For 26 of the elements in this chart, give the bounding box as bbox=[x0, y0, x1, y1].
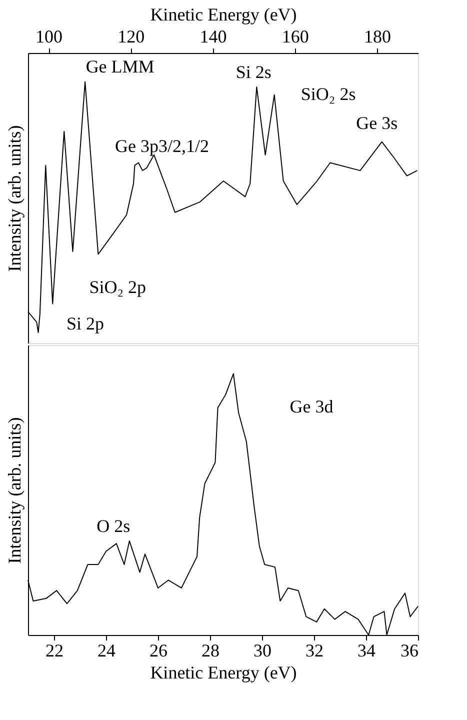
x-tick-label: 22 bbox=[46, 640, 64, 660]
annotation: SiO₂ 2p bbox=[89, 276, 146, 297]
annotation: Ge LMM bbox=[86, 56, 154, 77]
x-tick-label: 180 bbox=[364, 26, 391, 46]
y-axis-title: Intensity (arb. units) bbox=[4, 125, 24, 272]
y-axis-title: Intensity (arb. units) bbox=[4, 417, 24, 564]
x-tick-label: 34 bbox=[358, 640, 376, 660]
annotation: O 2s bbox=[96, 516, 130, 536]
annotation: Ge 3d bbox=[290, 396, 334, 417]
x-tick-label: 140 bbox=[200, 26, 227, 46]
x-axis-title: Kinetic Energy (eV) bbox=[150, 662, 297, 682]
x-tick-label: 32 bbox=[306, 640, 324, 660]
x-tick-label: 36 bbox=[400, 640, 418, 660]
x-tick-label: 120 bbox=[118, 26, 145, 46]
x-tick-label: 28 bbox=[202, 640, 220, 660]
x-tick-label: 26 bbox=[150, 640, 168, 660]
x-tick-label: 100 bbox=[36, 26, 63, 46]
annotation: Ge 3s bbox=[356, 112, 398, 133]
x-tick-label: 30 bbox=[254, 640, 272, 660]
annotation: Si 2s bbox=[236, 62, 272, 82]
x-axis-title: Kinetic Energy (eV) bbox=[150, 4, 297, 24]
annotation: SiO₂ 2s bbox=[300, 84, 356, 104]
x-tick-label: 160 bbox=[282, 26, 309, 46]
x-tick-label: 24 bbox=[98, 640, 116, 660]
annotation: Ge 3p3/2,1/2 bbox=[115, 136, 210, 156]
annotation: Si 2p bbox=[66, 314, 104, 334]
